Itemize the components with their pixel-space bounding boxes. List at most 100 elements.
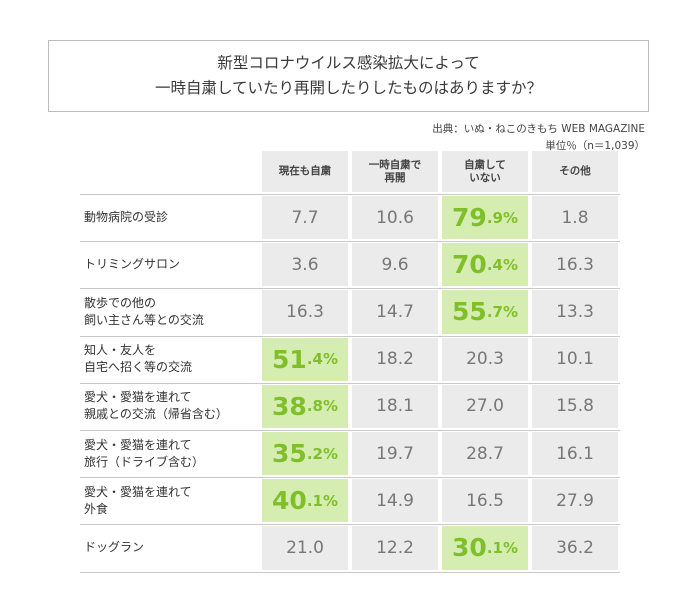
highlighted-value: 38.8%	[262, 385, 348, 428]
row-label-1: 動物病院の受診	[84, 210, 169, 225]
table-cell: 70.4%	[442, 243, 528, 287]
value-integer: 51	[272, 344, 307, 374]
highlighted-value: 30.1%	[442, 526, 528, 569]
row-label-6: 愛犬・愛猫を連れて 旅行（ドライブ含む）	[84, 437, 205, 469]
value-decimal: .4%	[306, 350, 338, 369]
table-cell: 40.1%	[262, 479, 348, 523]
source-note: 出典：いぬ・ねこのきもち WEB MAGAZINE	[432, 123, 645, 135]
table-cell: 14.9	[352, 479, 438, 523]
title-line-2: 一時自粛していたり再開したりしたものはありますか？	[154, 79, 543, 97]
row-label-2: トリミングサロン	[84, 257, 181, 272]
question-title-box: 新型コロナウイルス感染拡大によって 一時自粛していたり再開したりしたものはありま…	[48, 40, 649, 112]
table-cell: 18.1	[352, 384, 438, 428]
cell-value: 14.7	[376, 301, 414, 322]
row-label-4: 知人・友人を 自宅へ招く等の交流	[84, 343, 193, 375]
value-decimal: .4%	[486, 255, 518, 274]
cell-value: 16.3	[556, 254, 594, 275]
table-cell: 16.1	[532, 432, 618, 476]
row-divider	[80, 288, 620, 290]
table-cell: 12.2	[352, 526, 438, 570]
cell-value: 1.8	[561, 207, 589, 228]
value-decimal: .9%	[486, 208, 518, 227]
table-cell: 18.2	[352, 337, 438, 381]
table-cell: 27.9	[532, 479, 618, 523]
row-divider	[80, 335, 620, 337]
cell-value: 14.9	[376, 490, 414, 511]
row-divider	[80, 524, 620, 526]
cell-value: 20.3	[466, 349, 504, 370]
cell-value: 18.2	[376, 349, 414, 370]
cell-value: 3.6	[291, 254, 319, 275]
cell-value: 12.2	[376, 537, 414, 558]
table-cell: 16.3	[532, 243, 618, 287]
value-decimal: .1%	[486, 538, 518, 557]
value-integer: 30	[452, 533, 487, 563]
table-cell: 15.8	[532, 384, 618, 428]
cell-value: 7.7	[291, 207, 319, 228]
highlighted-value: 40.1%	[262, 479, 348, 522]
table-cell: 13.3	[532, 290, 618, 334]
table-cell: 16.3	[262, 290, 348, 334]
value-integer: 70	[452, 250, 487, 280]
value-integer: 55	[452, 297, 487, 327]
cell-value: 19.7	[376, 443, 414, 464]
cell-value: 16.5	[466, 490, 504, 511]
cell-value: 28.7	[466, 443, 504, 464]
table-cell: 51.4%	[262, 337, 348, 381]
value-decimal: .8%	[306, 397, 338, 416]
table-cell: 10.1	[532, 337, 618, 381]
row-divider	[80, 477, 620, 479]
row-divider	[80, 194, 620, 195]
value-integer: 38	[272, 391, 307, 421]
cell-value: 21.0	[286, 537, 324, 558]
table-cell: 1.8	[532, 196, 618, 240]
table-cell: 28.7	[442, 432, 528, 476]
cell-value: 13.3	[556, 301, 594, 322]
table-cell: 20.3	[442, 337, 528, 381]
table-cell: 7.7	[262, 196, 348, 240]
value-decimal: .7%	[486, 302, 518, 321]
table-cell: 38.8%	[262, 384, 348, 428]
table-cell: 10.6	[352, 196, 438, 240]
table-cell: 79.9%	[442, 196, 528, 240]
table-cell: 14.7	[352, 290, 438, 334]
table-cell: 36.2	[532, 526, 618, 570]
cell-value: 10.6	[376, 207, 414, 228]
cell-value: 36.2	[556, 537, 594, 558]
table-cell: 3.6	[262, 243, 348, 287]
cell-value: 16.1	[556, 443, 594, 464]
row-label-5: 愛犬・愛猫を連れて 親戚との交流（帰省含む）	[84, 390, 228, 422]
unit-note: 単位％（n＝1,039）	[545, 140, 645, 152]
highlighted-value: 51.4%	[262, 338, 348, 381]
table-cell: 16.5	[442, 479, 528, 523]
row-label-8: ドッグラン	[84, 540, 145, 555]
highlighted-value: 79.9%	[442, 196, 528, 239]
row-label-3: 散歩での他の 飼い主さん等との交流	[84, 295, 204, 327]
value-integer: 40	[272, 486, 307, 516]
table-cell: 30.1%	[442, 526, 528, 570]
cell-value: 16.3	[286, 301, 324, 322]
table-cell: 21.0	[262, 526, 348, 570]
cell-value: 10.1	[556, 349, 594, 370]
value-decimal: .1%	[306, 491, 338, 510]
cell-value: 18.1	[376, 396, 414, 417]
column-header-2: 一時自粛で 再開	[352, 151, 438, 192]
cell-value: 9.6	[381, 254, 409, 275]
cell-value: 15.8	[556, 396, 594, 417]
row-divider	[80, 241, 620, 243]
cell-value: 27.9	[556, 490, 594, 511]
table-cell: 55.7%	[442, 290, 528, 334]
column-header-3: 自粛して いない	[442, 151, 528, 192]
table-cell: 27.0	[442, 384, 528, 428]
table-cell: 35.2%	[262, 432, 348, 476]
cell-value: 27.0	[466, 396, 504, 417]
row-label-7: 愛犬・愛猫を連れて 外食	[84, 484, 192, 516]
table-cell: 19.7	[352, 432, 438, 476]
row-divider	[80, 382, 620, 384]
row-divider	[80, 571, 620, 573]
table-cell: 9.6	[352, 243, 438, 287]
row-divider	[80, 430, 620, 431]
column-header-4: その他	[532, 151, 618, 192]
highlighted-value: 35.2%	[262, 432, 348, 475]
